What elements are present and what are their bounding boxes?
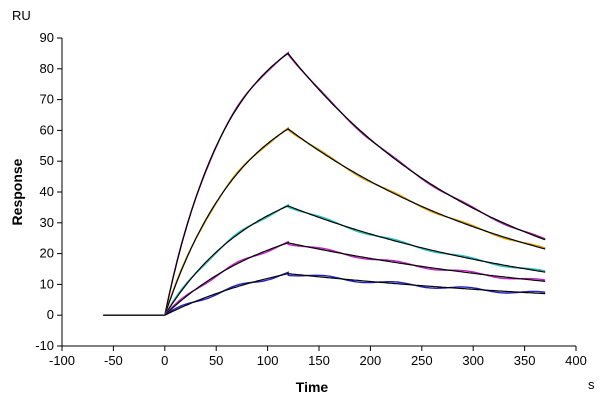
y-axis-title: Response <box>9 158 25 225</box>
y-tick-label: 70 <box>40 92 54 107</box>
series-4-fit-line <box>164 242 546 316</box>
x-tick-label: 200 <box>360 353 382 368</box>
x-tick-label: 400 <box>565 353 587 368</box>
series-2-fit-line <box>164 128 546 316</box>
x-tick-label: 350 <box>514 353 536 368</box>
x-tick-label: 0 <box>161 353 168 368</box>
y-tick-label: -10 <box>35 338 54 353</box>
x-tick-label: 100 <box>257 353 279 368</box>
plot-area <box>103 51 546 316</box>
y-tick-label: 60 <box>40 122 54 137</box>
x-unit-label: s <box>588 377 595 392</box>
y-tick-label: 0 <box>47 307 54 322</box>
series-5-fit-line <box>164 272 546 316</box>
y-tick-label: 40 <box>40 184 54 199</box>
x-tick-label: 300 <box>462 353 484 368</box>
y-tick-label: 20 <box>40 246 54 261</box>
series-4-data-line <box>164 240 546 316</box>
x-tick-label: 50 <box>209 353 223 368</box>
y-unit-label: RU <box>12 8 31 23</box>
series-2-data-line <box>164 126 546 316</box>
x-tick-label: -100 <box>49 353 75 368</box>
x-tick-label: 250 <box>411 353 433 368</box>
y-tick-label: 90 <box>40 30 54 45</box>
series-3-data-line <box>164 203 546 316</box>
y-tick-label: 10 <box>40 276 54 291</box>
x-tick-label: 150 <box>308 353 330 368</box>
series-3-fit-line <box>164 205 546 316</box>
x-axis-title: Time <box>296 379 329 395</box>
series-5-data-line <box>164 271 546 316</box>
x-tick-label: -50 <box>104 353 123 368</box>
series-1-fit-line <box>164 52 546 316</box>
y-tick-label: 50 <box>40 153 54 168</box>
y-tick-label: 80 <box>40 61 54 76</box>
y-tick-label: 30 <box>40 215 54 230</box>
